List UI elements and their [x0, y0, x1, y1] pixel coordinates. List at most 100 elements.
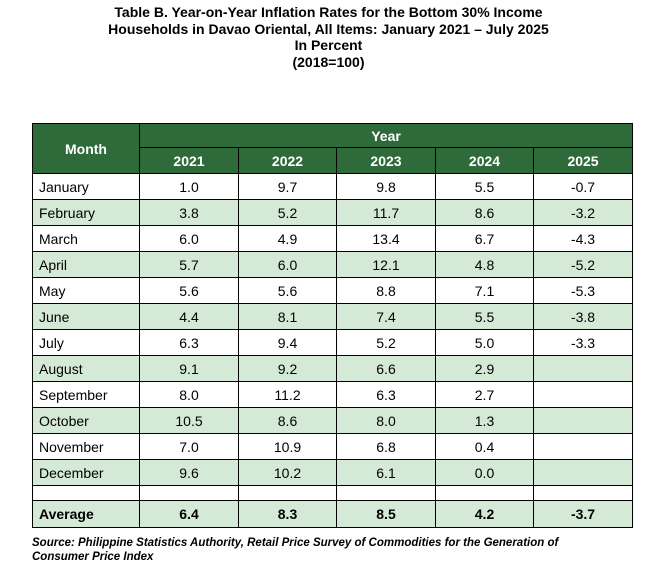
- average-value-cell: -3.7: [532, 500, 634, 528]
- table-row: July 6.3 9.4 5.2 5.0 -3.3: [32, 329, 634, 356]
- value-cell: 6.0: [139, 225, 239, 252]
- value-cell: 6.3: [336, 381, 436, 408]
- table-row: October 10.5 8.6 8.0 1.3: [32, 407, 634, 434]
- spacer-row: [32, 485, 634, 501]
- source-line-2: Consumer Price Index: [32, 551, 154, 563]
- average-label: Average: [32, 500, 140, 528]
- table-title: Table B. Year-on-Year Inflation Rates fo…: [0, 4, 657, 70]
- value-cell: 8.1: [238, 303, 337, 330]
- value-cell: 2.9: [435, 355, 534, 382]
- table-row: September 8.0 11.2 6.3 2.7: [32, 381, 634, 408]
- month-cell: November: [32, 433, 140, 460]
- average-value-cell: 4.2: [435, 500, 534, 528]
- value-cell: 10.5: [139, 407, 239, 434]
- value-cell: 10.2: [238, 459, 337, 486]
- value-cell: 6.3: [139, 329, 239, 356]
- table-row: March 6.0 4.9 13.4 6.7 -4.3: [32, 225, 634, 252]
- table-row: December 9.6 10.2 6.1 0.0: [32, 459, 634, 486]
- value-cell: 6.7: [435, 225, 534, 252]
- value-cell: 0.4: [435, 433, 534, 460]
- value-cell: 5.2: [238, 199, 337, 226]
- month-cell: October: [32, 407, 140, 434]
- table-row: November 7.0 10.9 6.8 0.4: [32, 433, 634, 460]
- value-cell: 9.8: [336, 173, 436, 200]
- value-cell: 5.7: [139, 251, 239, 278]
- value-cell: -4.3: [532, 225, 634, 252]
- title-line-3: In Percent: [294, 37, 363, 53]
- month-cell: December: [32, 459, 140, 486]
- spacer-cell: [532, 485, 634, 501]
- value-cell: 3.8: [139, 199, 239, 226]
- value-cell: 2.7: [435, 381, 534, 408]
- year-header: Year: [138, 123, 634, 148]
- value-cell: 5.0: [435, 329, 534, 356]
- value-cell: 5.2: [336, 329, 436, 356]
- spacer-cell: [139, 485, 239, 501]
- month-cell: September: [32, 381, 140, 408]
- month-cell: April: [32, 251, 140, 278]
- average-row: Average 6.4 8.3 8.5 4.2 -3.7: [32, 500, 634, 528]
- value-cell: [532, 433, 634, 460]
- title-line-2: Households in Davao Oriental, All Items:…: [108, 20, 549, 37]
- value-cell: 8.6: [435, 199, 534, 226]
- value-cell: -3.2: [532, 199, 634, 226]
- month-cell: July: [32, 329, 140, 356]
- spacer-cell: [238, 485, 337, 501]
- table-row: June 4.4 8.1 7.4 5.5 -3.8: [32, 303, 634, 330]
- inflation-table: Month Year 2021 2022 2023 2024 2025 Janu…: [32, 123, 634, 528]
- year-2025-header: 2025: [532, 147, 634, 174]
- value-cell: 10.9: [238, 433, 337, 460]
- value-cell: 5.5: [435, 173, 534, 200]
- value-cell: 8.0: [336, 407, 436, 434]
- value-cell: 6.1: [336, 459, 436, 486]
- value-cell: 9.6: [139, 459, 239, 486]
- value-cell: 5.6: [238, 277, 337, 304]
- value-cell: 5.5: [435, 303, 534, 330]
- month-cell: June: [32, 303, 140, 330]
- month-cell: March: [32, 225, 140, 252]
- title-line-4: (2018=100): [292, 53, 365, 70]
- value-cell: 4.4: [139, 303, 239, 330]
- value-cell: 4.8: [435, 251, 534, 278]
- value-cell: -0.7: [532, 173, 634, 200]
- year-2021-header: 2021: [139, 147, 239, 174]
- value-cell: 6.8: [336, 433, 436, 460]
- value-cell: 6.6: [336, 355, 436, 382]
- spacer-cell: [336, 485, 436, 501]
- value-cell: 6.0: [238, 251, 337, 278]
- table-row: April 5.7 6.0 12.1 4.8 -5.2: [32, 251, 634, 278]
- value-cell: 9.7: [238, 173, 337, 200]
- value-cell: -5.3: [532, 277, 634, 304]
- value-cell: -3.3: [532, 329, 634, 356]
- table-row: January 1.0 9.7 9.8 5.5 -0.7: [32, 173, 634, 200]
- table-row: August 9.1 9.2 6.6 2.9: [32, 355, 634, 382]
- year-2023-header: 2023: [336, 147, 436, 174]
- source-note: Source: Philippine Statistics Authority,…: [32, 536, 642, 564]
- table-row: May 5.6 5.6 8.8 7.1 -5.3: [32, 277, 634, 304]
- value-cell: 1.3: [435, 407, 534, 434]
- month-cell: August: [32, 355, 140, 382]
- value-cell: 8.8: [336, 277, 436, 304]
- value-cell: 4.9: [238, 225, 337, 252]
- value-cell: [532, 381, 634, 408]
- spacer-cell: [32, 485, 140, 501]
- value-cell: [532, 459, 634, 486]
- average-value-cell: 6.4: [139, 500, 239, 528]
- table-row: February 3.8 5.2 11.7 8.6 -3.2: [32, 199, 634, 226]
- value-cell: 8.6: [238, 407, 337, 434]
- value-cell: 7.0: [139, 433, 239, 460]
- value-cell: -5.2: [532, 251, 634, 278]
- value-cell: 1.0: [139, 173, 239, 200]
- value-cell: 9.1: [139, 355, 239, 382]
- value-cell: 5.6: [139, 277, 239, 304]
- table-body: January 1.0 9.7 9.8 5.5 -0.7 February 3.8 5.2 11.…: [32, 173, 634, 528]
- value-cell: -3.8: [532, 303, 634, 330]
- value-cell: 7.4: [336, 303, 436, 330]
- month-cell: May: [32, 277, 140, 304]
- value-cell: 9.4: [238, 329, 337, 356]
- year-2022-header: 2022: [238, 147, 337, 174]
- value-cell: 11.2: [238, 381, 337, 408]
- value-cell: [532, 407, 634, 434]
- year-2024-header: 2024: [435, 147, 534, 174]
- title-line-1: Table B. Year-on-Year Inflation Rates fo…: [114, 4, 543, 20]
